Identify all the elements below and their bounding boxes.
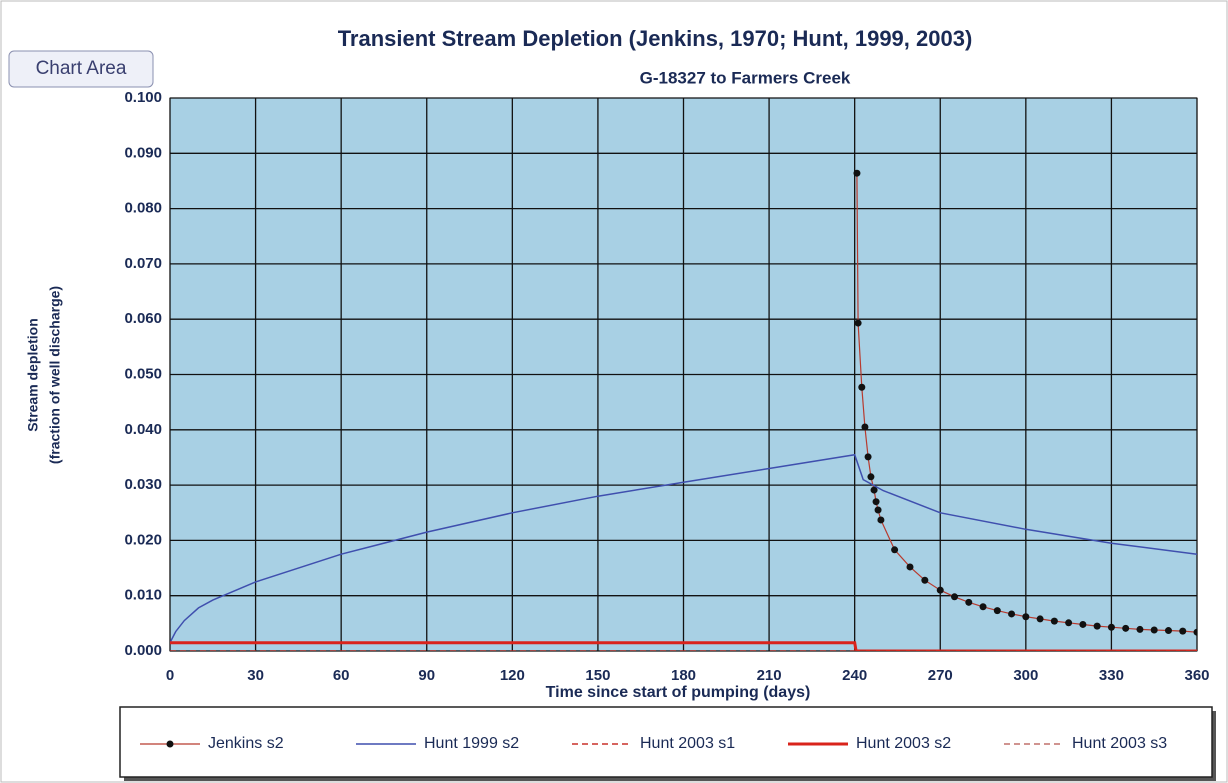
series-marker xyxy=(906,563,914,571)
x-tick-label: 150 xyxy=(585,667,610,684)
series-marker xyxy=(864,453,872,461)
series-marker xyxy=(936,586,944,594)
legend-label: Hunt 2003 s2 xyxy=(856,735,951,752)
series-marker xyxy=(1164,627,1172,635)
legend-label: Hunt 2003 s1 xyxy=(640,735,735,752)
series-marker xyxy=(1079,620,1087,628)
series-marker xyxy=(1022,613,1030,621)
y-axis-label: Stream depletion xyxy=(25,318,41,432)
series-marker xyxy=(1050,617,1058,625)
legend-label: Jenkins s2 xyxy=(208,735,284,752)
series-line xyxy=(170,453,1197,644)
series-marker xyxy=(853,169,861,177)
series-line xyxy=(170,641,1197,651)
series-marker xyxy=(965,598,973,606)
x-tick-label: 180 xyxy=(671,667,696,684)
series-marker xyxy=(1008,610,1016,618)
y-tick-label: 0.020 xyxy=(124,531,162,548)
y-axis-label: (fraction of well discharge) xyxy=(47,286,63,464)
series-marker xyxy=(858,383,866,391)
y-tick-label: 0.030 xyxy=(124,476,162,493)
legend-marker xyxy=(166,740,174,748)
x-tick-label: 210 xyxy=(757,667,782,684)
x-axis-label: Time since start of pumping (days) xyxy=(546,684,811,701)
series-marker xyxy=(921,576,929,584)
tooltip-box xyxy=(8,50,154,88)
series-marker xyxy=(861,423,869,431)
x-tick-label: 270 xyxy=(928,667,953,684)
y-tick-label: 0.050 xyxy=(124,365,162,382)
series-marker xyxy=(1093,622,1101,630)
series-marker xyxy=(867,473,875,481)
chart-subtitle: G-18327 to Farmers Creek xyxy=(640,68,851,87)
series-marker xyxy=(951,593,959,601)
x-tick-label: 240 xyxy=(842,667,867,684)
x-tick-label: 60 xyxy=(333,667,350,684)
tooltip-text: Chart Area xyxy=(36,58,127,79)
y-tick-label: 0.000 xyxy=(124,642,162,659)
x-tick-label: 360 xyxy=(1184,667,1209,684)
legend-label: Hunt 2003 s3 xyxy=(1072,735,1167,752)
tooltip: Chart Area xyxy=(8,50,154,88)
x-tick-label: 120 xyxy=(500,667,525,684)
legend-label: Hunt 1999 s2 xyxy=(424,735,519,752)
x-tick-label: 0 xyxy=(166,667,174,684)
series-marker xyxy=(993,607,1001,615)
series-marker xyxy=(1036,615,1044,623)
y-tick-label: 0.090 xyxy=(124,144,162,161)
series-marker xyxy=(1122,624,1130,632)
series-marker xyxy=(1107,623,1115,631)
series-marker xyxy=(1136,625,1144,633)
legend xyxy=(119,706,1213,778)
series-marker xyxy=(1065,619,1073,627)
y-tick-label: 0.060 xyxy=(124,310,162,327)
y-tick-label: 0.040 xyxy=(124,421,162,438)
y-tick-label: 0.100 xyxy=(124,89,162,106)
series-marker xyxy=(872,498,880,506)
series-layer xyxy=(170,169,1197,651)
chart-title: Transient Stream Depletion (Jenkins, 197… xyxy=(338,26,973,51)
series-marker xyxy=(1193,628,1197,636)
y-tick-label: 0.080 xyxy=(124,200,162,217)
series-marker xyxy=(891,546,899,554)
series-marker xyxy=(877,516,885,524)
series-marker xyxy=(1150,626,1158,634)
x-tick-label: 300 xyxy=(1013,667,1038,684)
series-marker xyxy=(870,486,878,494)
series-marker xyxy=(874,506,882,514)
x-tick-label: 90 xyxy=(418,667,435,684)
x-tick-label: 330 xyxy=(1099,667,1124,684)
y-tick-label: 0.010 xyxy=(124,587,162,604)
series-marker xyxy=(979,603,987,611)
y-tick-label: 0.070 xyxy=(124,255,162,272)
series-marker xyxy=(1179,627,1187,635)
x-tick-label: 30 xyxy=(247,667,264,684)
series-marker xyxy=(854,319,862,327)
